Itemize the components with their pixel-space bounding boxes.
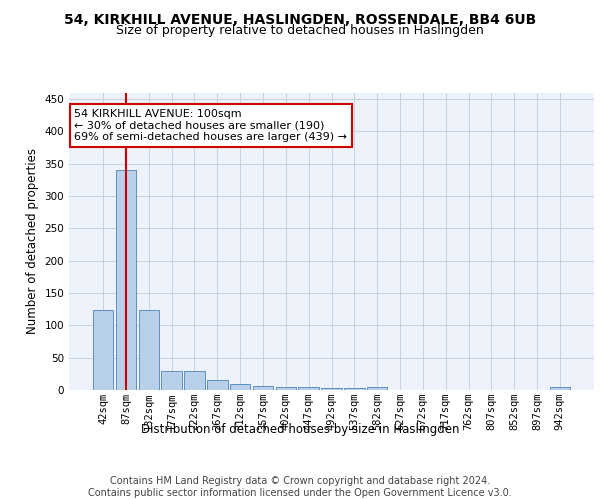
Text: 54, KIRKHILL AVENUE, HASLINGDEN, ROSSENDALE, BB4 6UB: 54, KIRKHILL AVENUE, HASLINGDEN, ROSSEND… [64, 12, 536, 26]
Bar [116, 170, 136, 390]
Bar [253, 386, 273, 390]
Text: Distribution of detached houses by size in Haslingden: Distribution of detached houses by size … [141, 422, 459, 436]
Bar [298, 388, 319, 390]
Bar [344, 388, 365, 390]
Bar [161, 370, 182, 390]
Bar [367, 387, 388, 390]
Bar [275, 388, 296, 390]
Text: Size of property relative to detached houses in Haslingden: Size of property relative to detached ho… [116, 24, 484, 37]
Bar [93, 310, 113, 390]
Bar [184, 370, 205, 390]
Bar [550, 387, 570, 390]
Bar [207, 380, 227, 390]
Bar [139, 310, 159, 390]
Text: Contains HM Land Registry data © Crown copyright and database right 2024.
Contai: Contains HM Land Registry data © Crown c… [88, 476, 512, 498]
Bar [230, 384, 250, 390]
Bar [321, 388, 342, 390]
Y-axis label: Number of detached properties: Number of detached properties [26, 148, 39, 334]
Text: 54 KIRKHILL AVENUE: 100sqm
← 30% of detached houses are smaller (190)
69% of sem: 54 KIRKHILL AVENUE: 100sqm ← 30% of deta… [74, 109, 347, 142]
